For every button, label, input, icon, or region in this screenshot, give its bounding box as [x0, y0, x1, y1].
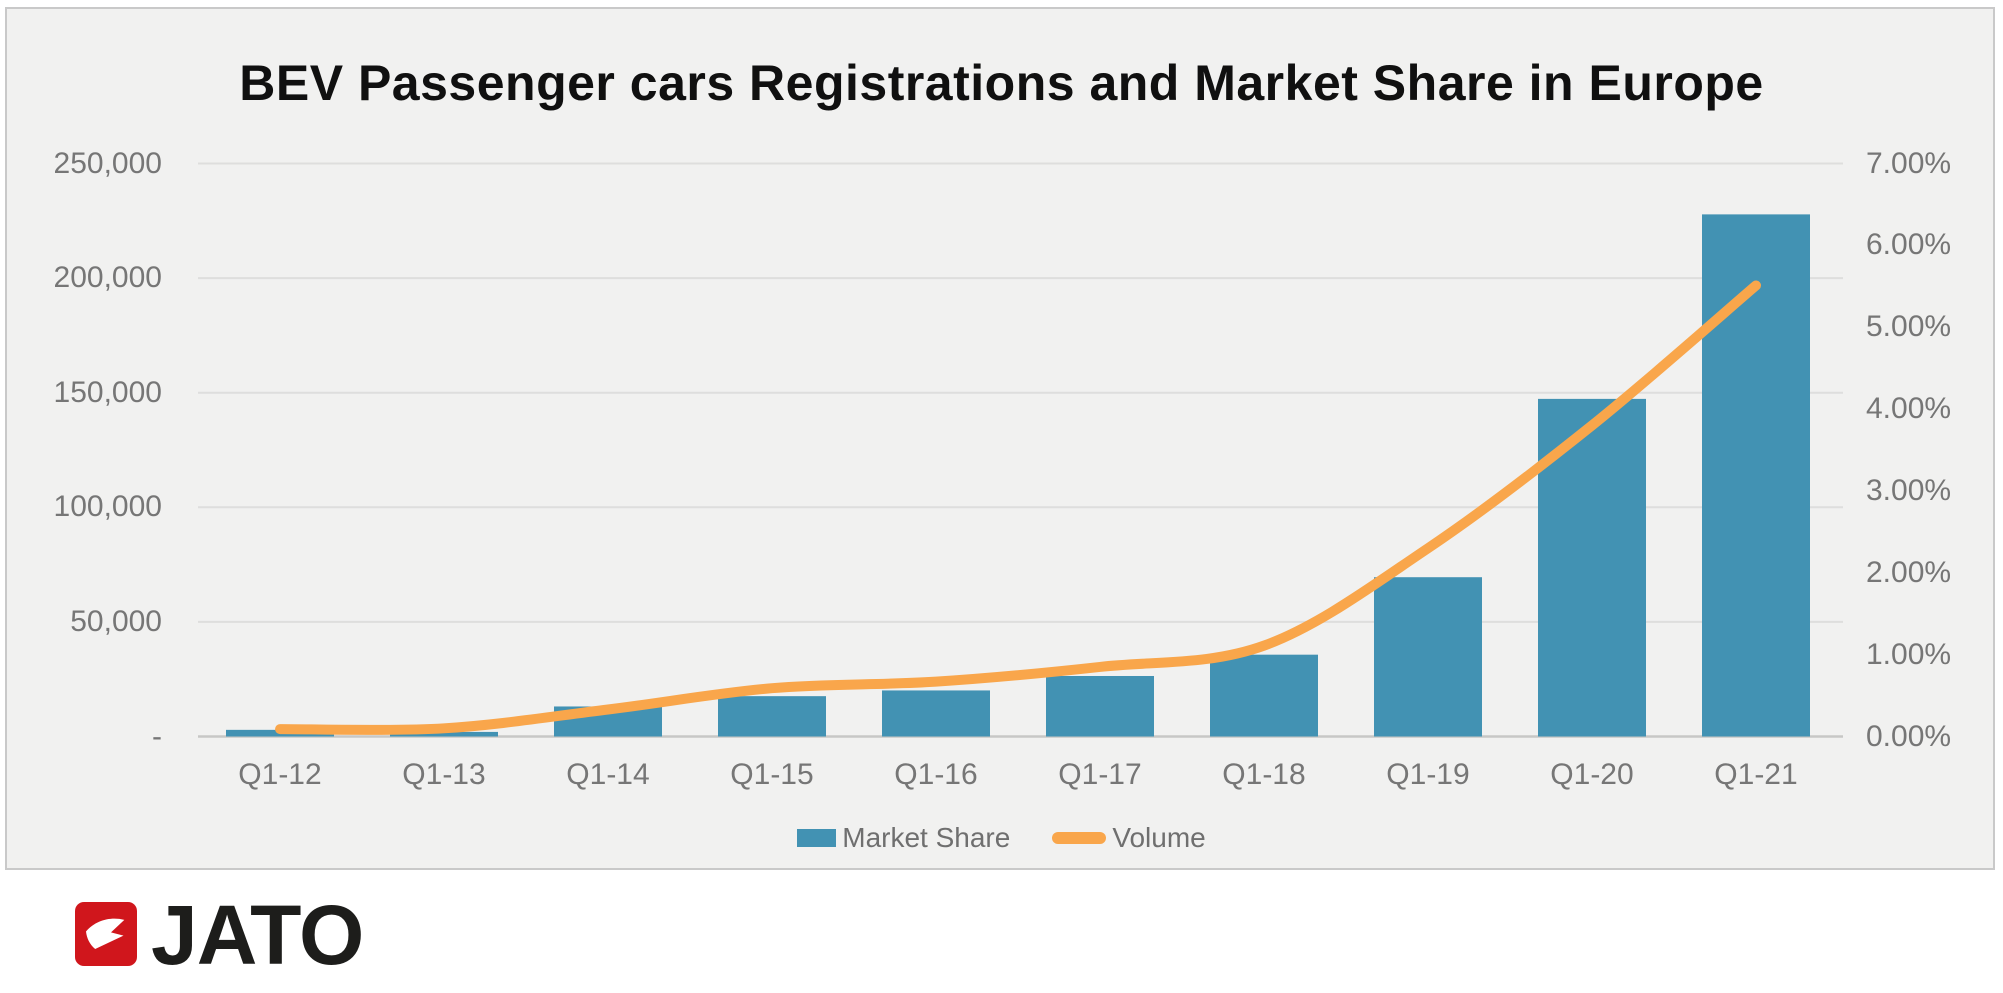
y-axis-left-tick: 200,000 [53, 261, 162, 295]
bar-q1-13 [390, 731, 498, 737]
jato-logo-mark [75, 902, 137, 966]
x-axis-label-q1-14: Q1-14 [566, 758, 650, 791]
bar-q1-15 [718, 696, 826, 737]
y-axis-right-tick: 6.00% [1866, 228, 1952, 262]
y-axis-left-tick: 100,000 [53, 490, 162, 524]
x-axis-label-q1-18: Q1-18 [1222, 758, 1306, 791]
legend-item-volume: Volume [1052, 822, 1206, 854]
y-axis-right-tick: 3.00% [1866, 473, 1952, 507]
jato-logo: JATO [75, 888, 364, 982]
x-axis-label-q1-16: Q1-16 [894, 758, 978, 791]
jato-arrow-icon [86, 918, 125, 949]
bar-q1-18 [1210, 654, 1318, 737]
y-axis-right-tick: 1.00% [1866, 637, 1952, 671]
y-axis-right-tick: 2.00% [1866, 555, 1952, 589]
jato-wordmark: JATO [151, 888, 364, 982]
x-axis-label-q1-20: Q1-20 [1550, 758, 1634, 791]
bar-q1-17 [1046, 675, 1154, 737]
legend: Market Share Volume [0, 819, 2003, 857]
y-axis-left-tick: 150,000 [53, 375, 162, 409]
chart-title: BEV Passenger cars Registrations and Mar… [239, 55, 1764, 111]
y-axis-right-tick: 0.00% [1866, 719, 1952, 753]
legend-label-market-share: Market Share [842, 822, 1011, 853]
x-axis-label-q1-21: Q1-21 [1714, 758, 1798, 791]
y-axis-left-tick: 250,000 [53, 146, 162, 180]
x-axis-label-q1-15: Q1-15 [730, 758, 814, 791]
market-share-swatch [797, 829, 837, 847]
volume-line-swatch [1052, 832, 1107, 844]
bar-q1-16 [882, 690, 990, 737]
x-axis-label-q1-12: Q1-12 [238, 758, 322, 791]
bar-q1-21 [1702, 214, 1810, 737]
x-axis-label-q1-19: Q1-19 [1386, 758, 1470, 791]
legend-item-market-share: Market Share [797, 822, 1010, 854]
bar-q1-19 [1374, 577, 1482, 737]
legend-label-volume: Volume [1112, 822, 1206, 853]
y-axis-left-tick: - [152, 719, 162, 753]
x-axis-label-q1-17: Q1-17 [1058, 758, 1142, 791]
volume-trend-line [275, 280, 1761, 735]
y-axis-right-tick: 5.00% [1866, 310, 1952, 344]
y-axis-right-tick: 7.00% [1866, 146, 1952, 180]
y-axis-left-tick: 50,000 [70, 604, 162, 638]
x-axis-label-q1-13: Q1-13 [402, 758, 486, 791]
y-axis-right-tick: 4.00% [1866, 392, 1952, 426]
